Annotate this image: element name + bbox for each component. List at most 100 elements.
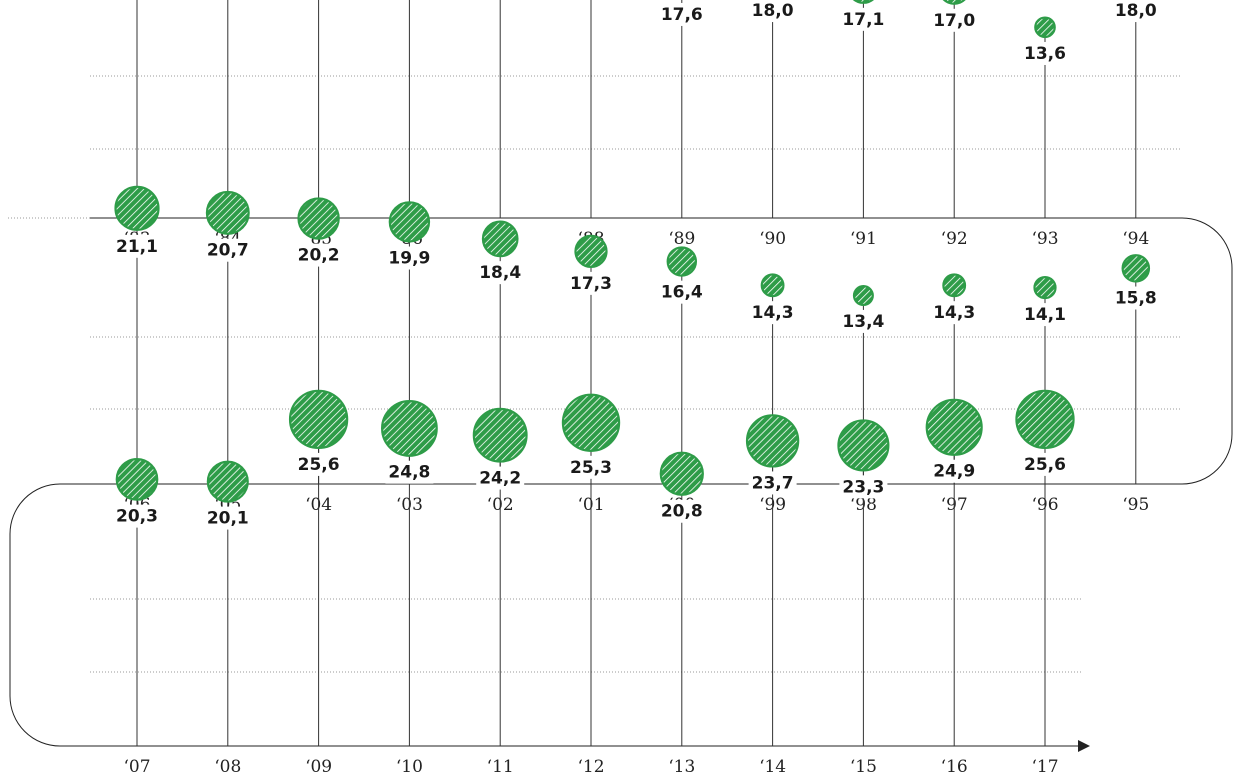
gridlines xyxy=(90,75,1182,673)
value-label-bg xyxy=(839,475,888,499)
data-bubble xyxy=(288,389,349,450)
data-bubble xyxy=(1034,16,1056,39)
data-bubble xyxy=(472,407,528,463)
value-label-bg xyxy=(930,459,979,483)
data-bubble xyxy=(114,185,160,231)
value-label-bg xyxy=(1111,286,1160,310)
year-label: ‘13 xyxy=(668,757,695,773)
value-label: 25,3 xyxy=(570,458,612,478)
data-bubble xyxy=(388,201,431,243)
data-bubble xyxy=(205,190,250,235)
year-label: ‘15 xyxy=(850,757,877,773)
year-label: ‘07 xyxy=(123,757,150,773)
timeline-arrowhead xyxy=(1078,740,1090,752)
value-label-bg xyxy=(657,499,706,523)
value-label-bg xyxy=(1021,41,1069,65)
data-bubble xyxy=(574,234,608,268)
year-label: ‘17 xyxy=(1031,757,1058,773)
year-label: ‘89 xyxy=(668,229,695,249)
value-label-bg xyxy=(567,455,615,479)
value-label: 18,0 xyxy=(752,1,794,21)
value-label-bg xyxy=(476,466,525,490)
value-label: 24,9 xyxy=(933,462,975,482)
value-label-bg xyxy=(385,246,434,270)
value-label-bg xyxy=(748,471,797,495)
value-label: 14,1 xyxy=(1024,305,1066,325)
data-bubble xyxy=(659,451,704,496)
data-bubble xyxy=(745,414,800,468)
data-bubble xyxy=(666,246,698,277)
value-label-bg xyxy=(930,8,979,32)
year-label: ‘93 xyxy=(1031,229,1058,249)
value-label: 20,8 xyxy=(661,502,703,522)
year-label: ‘92 xyxy=(941,229,968,249)
value-label: 17,6 xyxy=(661,5,703,25)
value-label: 14,3 xyxy=(752,303,794,323)
data-bubble xyxy=(942,273,967,298)
year-label: ‘10 xyxy=(396,757,423,773)
data-bubble xyxy=(852,0,875,4)
value-label-bg xyxy=(203,506,252,530)
value-label: 17,1 xyxy=(842,10,884,30)
data-bubble xyxy=(1121,254,1151,283)
year-label: ‘12 xyxy=(577,757,604,773)
value-label: 23,7 xyxy=(752,473,794,493)
data-bubble xyxy=(561,393,621,452)
value-label: 20,2 xyxy=(298,246,340,266)
value-label: 21,1 xyxy=(116,237,158,257)
year-label: ‘09 xyxy=(305,757,332,773)
value-label: 14,3 xyxy=(933,303,975,323)
value-label-bg xyxy=(294,243,343,267)
value-label-bg xyxy=(657,2,706,26)
value-label-bg xyxy=(839,309,888,333)
value-label: 24,2 xyxy=(479,469,521,489)
value-label-bg xyxy=(1111,0,1160,23)
value-label: 17,3 xyxy=(570,274,612,294)
data-bubble xyxy=(925,398,983,456)
data-bubble xyxy=(760,273,785,298)
value-label: 20,3 xyxy=(116,507,158,527)
data-bubble xyxy=(1033,275,1057,300)
year-label: ‘95 xyxy=(1122,495,1149,515)
value-label: 18,0 xyxy=(1115,1,1157,21)
value-label-bg xyxy=(113,504,161,528)
data-bubble xyxy=(380,400,438,457)
value-label: 13,4 xyxy=(842,312,884,332)
value-label: 16,4 xyxy=(661,283,703,303)
value-label: 23,3 xyxy=(842,477,884,497)
value-label-bg xyxy=(748,301,797,325)
data-bubble xyxy=(852,285,874,307)
data-bubble xyxy=(115,458,159,501)
data-bubble xyxy=(837,419,890,472)
year-label: ‘16 xyxy=(941,757,968,773)
year-label: ‘11 xyxy=(487,757,514,773)
value-label-bg xyxy=(748,0,797,23)
year-label: ‘08 xyxy=(214,757,241,773)
value-label: 20,7 xyxy=(207,241,249,261)
year-label: ‘91 xyxy=(850,229,877,249)
data-bubble xyxy=(481,220,519,258)
value-label: 19,9 xyxy=(388,249,430,269)
data-marks: 24,9‘8324,9‘8425,5‘8526,2‘8625,4‘8721,6‘… xyxy=(113,0,1160,773)
value-label: 13,6 xyxy=(1024,44,1066,64)
value-label-bg xyxy=(294,452,343,476)
value-label-bg xyxy=(839,7,888,31)
value-label-bg xyxy=(476,261,525,285)
value-label: 20,1 xyxy=(207,509,249,529)
value-label-bg xyxy=(930,301,979,325)
value-label-bg xyxy=(567,271,615,295)
value-label-bg xyxy=(1021,303,1069,327)
value-label-bg xyxy=(1021,452,1069,476)
year-label: ‘94 xyxy=(1122,229,1149,249)
value-label: 24,8 xyxy=(388,463,430,483)
value-label-bg xyxy=(657,280,706,304)
timeline-path xyxy=(9,217,1233,747)
value-label: 25,6 xyxy=(1024,455,1066,475)
value-label: 15,8 xyxy=(1115,289,1157,309)
value-label: 18,4 xyxy=(479,263,521,283)
data-bubble xyxy=(297,197,340,240)
value-label-bg xyxy=(113,234,161,258)
year-label: ‘14 xyxy=(759,757,786,773)
data-bubble xyxy=(1015,389,1075,450)
